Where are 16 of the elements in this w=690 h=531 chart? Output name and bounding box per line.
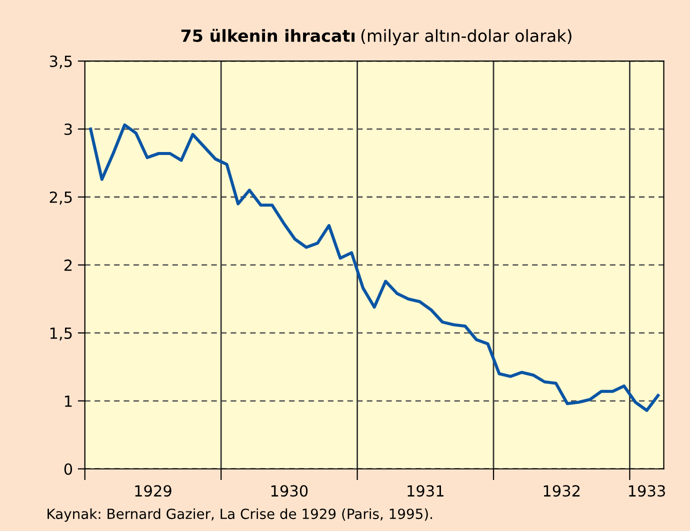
text: Kaynak: Bernard Gazier, La Crise de 1929 (Paris, 1995).	[48, 508, 432, 522]
y-tick-label: 1,5	[50, 328, 72, 341]
chart-title: 75 ülkenin ihracatı	[181, 28, 355, 42]
x-tick-label: 1933	[628, 485, 665, 497]
y-tick-label: 3	[64, 124, 72, 136]
y-tick-label: 0	[64, 463, 72, 475]
y-tick-label: 2,5	[50, 191, 72, 205]
x-tick-label: 1931	[408, 485, 444, 497]
y-tick-label: 2	[64, 259, 72, 271]
y-tick-label: 3,5	[50, 56, 72, 69]
x-tick-label: 1929	[135, 485, 172, 497]
x-tick-label: 1932	[544, 485, 580, 497]
x-tick-label: 1930	[271, 485, 308, 497]
chart-subtitle: (milyar altın-dolar olarak)	[361, 29, 572, 46]
y-tick-label: 1	[65, 396, 72, 407]
line-series	[89, 123, 660, 412]
